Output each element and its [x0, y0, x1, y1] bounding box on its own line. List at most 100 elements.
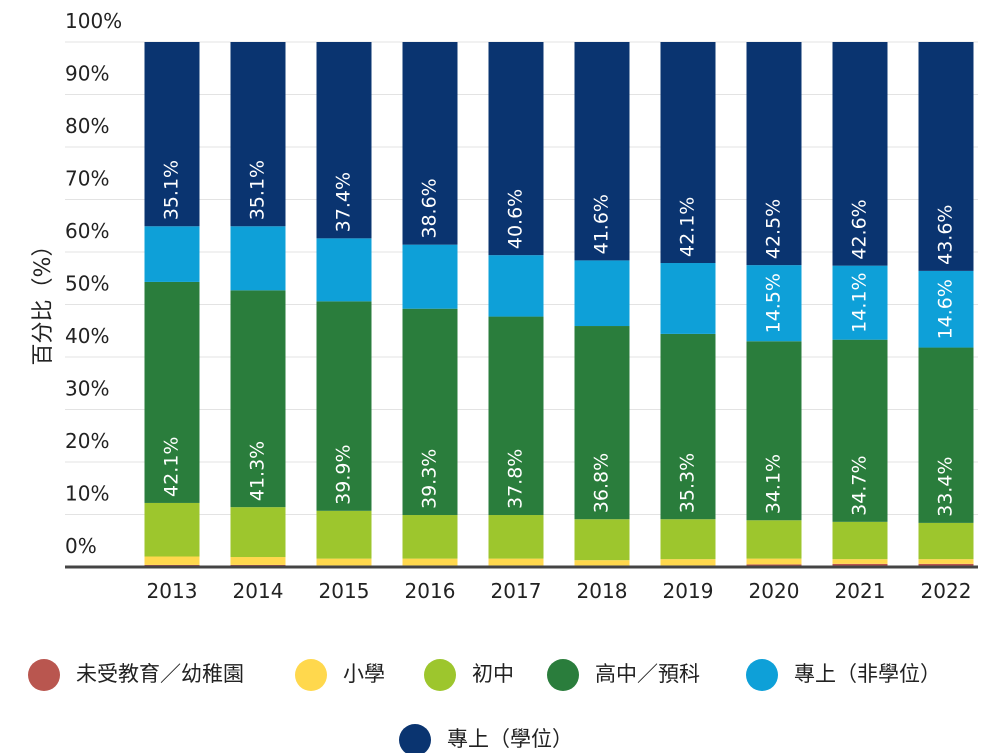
- bar-segment: [746, 42, 802, 266]
- x-tick-label: 2019: [663, 579, 714, 603]
- bar-segment: [402, 558, 458, 566]
- value-label: 41.6%: [591, 194, 613, 254]
- bar-segment: [918, 270, 974, 348]
- bar-segment: [832, 559, 888, 564]
- value-label: 14.5%: [763, 273, 785, 333]
- value-label: 37.8%: [505, 449, 527, 509]
- bar-segment: [488, 515, 544, 559]
- value-label: 35.1%: [161, 160, 183, 220]
- bar-segment: [660, 519, 716, 560]
- value-label: 40.6%: [505, 189, 527, 249]
- x-tick-label: 2016: [405, 579, 456, 603]
- bar-segment: [488, 255, 544, 317]
- bar-segment: [488, 558, 544, 566]
- bar-segment: [660, 263, 716, 334]
- value-label: 42.1%: [677, 197, 699, 257]
- value-label: 43.6%: [935, 205, 957, 265]
- bar-segment: [230, 557, 286, 565]
- legend-label: 專上（學位）: [447, 727, 573, 751]
- bar-segment: [230, 226, 286, 291]
- value-label: 42.5%: [763, 199, 785, 259]
- bar-segment: [746, 265, 802, 342]
- bar-segment: [746, 558, 802, 565]
- value-label: 39.9%: [333, 444, 355, 504]
- y-tick-label: 100%: [65, 9, 122, 33]
- y-tick-label: 30%: [65, 377, 109, 401]
- value-label: 34.7%: [849, 455, 871, 515]
- y-tick-label: 50%: [65, 272, 109, 296]
- y-axis-label: 百分比（%）: [31, 235, 56, 366]
- value-label: 14.1%: [849, 272, 871, 332]
- legend-marker: [746, 659, 778, 691]
- value-label: 33.4%: [935, 457, 957, 517]
- bar-segment: [230, 42, 286, 227]
- legend-label: 初中: [472, 662, 514, 686]
- bar-segment: [918, 559, 974, 564]
- bar-segment: [316, 42, 372, 239]
- value-label: 38.6%: [419, 178, 441, 238]
- legend-label: 專上（非學位）: [794, 662, 941, 686]
- bar-segment: [144, 42, 200, 227]
- bar-segment: [402, 244, 458, 309]
- bar-segment: [660, 333, 716, 520]
- bar-segment: [316, 238, 372, 302]
- legend-marker: [28, 659, 60, 691]
- value-label: 39.3%: [419, 449, 441, 509]
- x-tick-label: 2013: [147, 579, 198, 603]
- bar-segment: [832, 42, 888, 266]
- y-tick-label: 20%: [65, 429, 109, 453]
- value-label: 35.3%: [677, 453, 699, 513]
- bar-segment: [574, 560, 630, 566]
- bar-segment: [746, 520, 802, 559]
- bar-segment: [832, 521, 888, 560]
- y-tick-label: 60%: [65, 219, 109, 243]
- legend-marker: [295, 659, 327, 691]
- bar-segment: [488, 42, 544, 256]
- bar-segment: [832, 339, 888, 522]
- bar-segment: [918, 347, 974, 523]
- bar-segment: [918, 522, 974, 560]
- bar-segment: [402, 42, 458, 245]
- bar-segment: [746, 341, 802, 521]
- value-label: 35.1%: [247, 160, 269, 220]
- bar-segment: [660, 42, 716, 264]
- bar-segment: [402, 308, 458, 516]
- bar-segment: [402, 515, 458, 559]
- bar-segment: [230, 507, 286, 558]
- bar-segment: [316, 510, 372, 559]
- value-label: 42.6%: [849, 199, 871, 259]
- legend-marker: [424, 659, 456, 691]
- legend-marker: [399, 724, 431, 753]
- bar-segment: [144, 556, 200, 565]
- legend-label: 未受教育／幼稚園: [76, 662, 244, 686]
- value-label: 41.3%: [247, 441, 269, 501]
- bar-segment: [316, 558, 372, 566]
- value-label: 42.1%: [161, 437, 183, 497]
- bar-segment: [144, 502, 200, 557]
- bar-segment: [574, 260, 630, 327]
- y-tick-label: 80%: [65, 114, 109, 138]
- bar-segment: [918, 42, 974, 271]
- value-label: 14.6%: [935, 279, 957, 339]
- bar-segment: [574, 42, 630, 261]
- bar-segment: [574, 326, 630, 520]
- bar-segment: [660, 559, 716, 566]
- legend-marker: [547, 659, 579, 691]
- x-tick-label: 2022: [921, 579, 972, 603]
- legend-label: 小學: [343, 662, 385, 686]
- y-tick-label: 40%: [65, 324, 109, 348]
- value-label: 37.4%: [333, 172, 355, 232]
- x-tick-label: 2015: [319, 579, 370, 603]
- bar-segment: [316, 301, 372, 511]
- y-tick-label: 10%: [65, 482, 109, 506]
- bar-segment: [832, 265, 888, 340]
- bar-segment: [832, 563, 888, 567]
- value-label: 36.8%: [591, 453, 613, 513]
- x-tick-label: 2021: [835, 579, 886, 603]
- x-tick-label: 2017: [491, 579, 542, 603]
- value-label: 34.1%: [763, 454, 785, 514]
- bar-segment: [918, 563, 974, 567]
- x-tick-label: 2020: [749, 579, 800, 603]
- y-tick-label: 0%: [65, 534, 97, 558]
